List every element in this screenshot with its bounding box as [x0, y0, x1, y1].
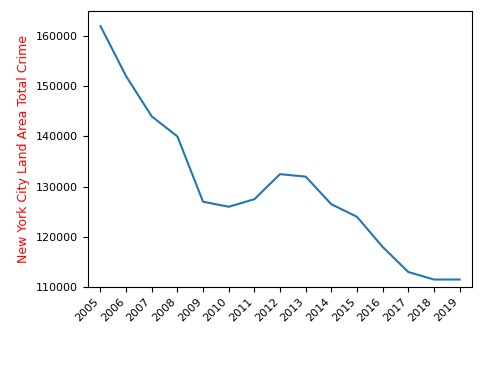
Y-axis label: New York City Land Area Total Crime: New York City Land Area Total Crime: [17, 35, 30, 263]
